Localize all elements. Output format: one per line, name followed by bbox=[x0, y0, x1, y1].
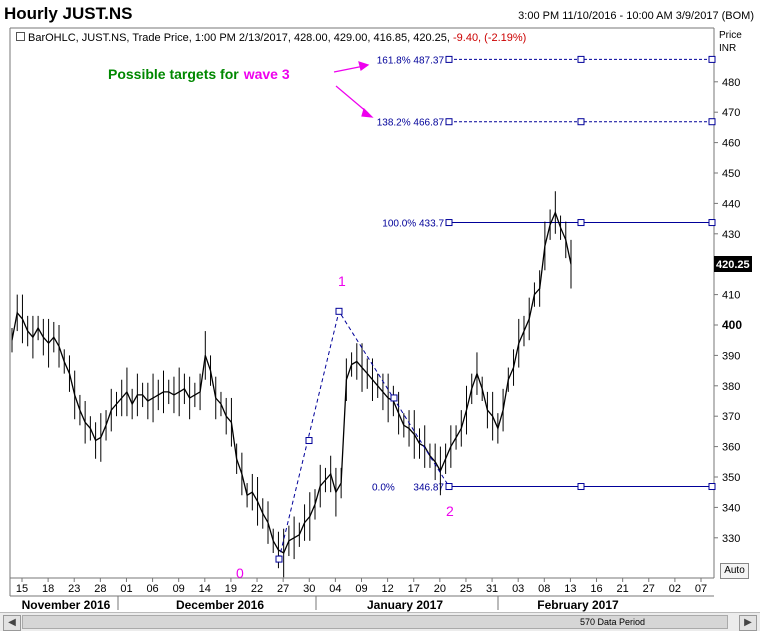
x-tick-label: 15 bbox=[16, 583, 28, 595]
fib-handle bbox=[445, 219, 453, 227]
fib-handle bbox=[577, 219, 585, 227]
targets-text-green: Possible targets for bbox=[108, 66, 239, 82]
fib-level-label: 100.0% 433.7 bbox=[382, 219, 444, 230]
x-tick-label: 06 bbox=[146, 583, 158, 595]
fib-level-price: 346.87 bbox=[413, 483, 444, 494]
fib-handle bbox=[445, 118, 453, 126]
data-period-label: 570 Data Period bbox=[580, 617, 646, 627]
x-tick-label: 18 bbox=[42, 583, 54, 595]
horizontal-scrollbar[interactable]: ◀ 570 Data Period ▶ bbox=[0, 612, 760, 631]
scroll-thumb[interactable] bbox=[22, 615, 728, 629]
price-series bbox=[11, 191, 572, 578]
wave-handle bbox=[445, 483, 453, 491]
x-tick-label: 23 bbox=[68, 583, 80, 595]
chart-title: Hourly JUST.NS bbox=[4, 4, 133, 23]
wave-handle bbox=[390, 394, 398, 402]
info-prefix: BarOHLC, JUST.NS, Trade Price, 1:00 PM 2… bbox=[28, 32, 453, 44]
y-tick-label: 440 bbox=[722, 198, 740, 210]
price-chart[interactable]: BarOHLC, JUST.NS, Trade Price, 1:00 PM 2… bbox=[0, 0, 760, 612]
x-tick-label: 16 bbox=[590, 583, 602, 595]
y-tick-label: 370 bbox=[722, 411, 740, 423]
x-tick-label: 30 bbox=[303, 583, 315, 595]
y-tick-label: 360 bbox=[722, 442, 740, 454]
wave-label-2: 2 bbox=[446, 503, 454, 519]
x-tick-label: 09 bbox=[355, 583, 367, 595]
x-tick-label: 25 bbox=[460, 583, 472, 595]
x-tick-label: 03 bbox=[512, 583, 524, 595]
x-tick-label: 14 bbox=[199, 583, 211, 595]
price-axis-label: Price bbox=[719, 30, 742, 41]
current-price-marker bbox=[714, 256, 752, 272]
chart-options-icon[interactable] bbox=[16, 32, 25, 41]
wave-handle bbox=[335, 307, 343, 315]
x-tick-label: 09 bbox=[173, 583, 185, 595]
x-tick-label: 04 bbox=[329, 583, 341, 595]
fib-handle bbox=[577, 55, 585, 63]
month-label: December 2016 bbox=[176, 598, 264, 612]
y-tick-label: 470 bbox=[722, 107, 740, 119]
month-label: January 2017 bbox=[367, 598, 443, 612]
targets-annotation: Possible targets for wave 3 bbox=[108, 66, 290, 82]
fib-handle bbox=[708, 55, 716, 63]
y-tick-label: 380 bbox=[722, 381, 740, 393]
fib-level-label: 0.0% bbox=[372, 483, 395, 494]
x-tick-label: 27 bbox=[643, 583, 655, 595]
x-tick-label: 21 bbox=[617, 583, 629, 595]
fib-level-label: 138.2% 466.87 bbox=[377, 118, 445, 129]
month-labels: November 2016 December 2016 January 2017 Fe… bbox=[22, 596, 619, 612]
x-tick-label: 08 bbox=[538, 583, 550, 595]
fib-level-label: 161.8% 487.37 bbox=[377, 55, 445, 66]
info-change: -9.40, (-2.19%) bbox=[453, 32, 526, 44]
scroll-left-arrow-icon[interactable]: ◀ bbox=[3, 615, 21, 631]
x-tick-label: 27 bbox=[277, 583, 289, 595]
x-tick-label: 22 bbox=[251, 583, 263, 595]
x-tick-label: 01 bbox=[120, 583, 132, 595]
x-tick-label: 02 bbox=[669, 583, 681, 595]
wave-handle bbox=[275, 555, 283, 563]
fib-handle bbox=[577, 118, 585, 126]
fibonacci-levels[interactable]: 161.8% 487.37 138.2% 466.87 100.0% 433.7 0.… bbox=[372, 55, 716, 494]
y-tick-label: 350 bbox=[722, 472, 740, 484]
y-tick-label: 450 bbox=[722, 168, 740, 180]
y-tick-label: 330 bbox=[722, 533, 740, 545]
x-tick-label: 31 bbox=[486, 583, 498, 595]
x-tick-label: 13 bbox=[564, 583, 576, 595]
x-tick-label: 28 bbox=[94, 583, 106, 595]
price-line bbox=[11, 210, 572, 554]
current-price-label: 420.25 bbox=[716, 259, 750, 271]
fib-handle bbox=[708, 118, 716, 126]
scroll-right-arrow-icon[interactable]: ▶ bbox=[739, 615, 757, 631]
y-tick-label: 480 bbox=[722, 77, 740, 89]
fib-handle bbox=[708, 483, 716, 491]
x-axis-ticks: 15 18 23 28 01 06 09 14 19 22 27 30 04 09 12 17 20 25 31 03… bbox=[16, 578, 707, 595]
x-tick-label: 19 bbox=[225, 583, 237, 595]
fib-handle bbox=[445, 55, 453, 63]
x-tick-label: 17 bbox=[408, 583, 420, 595]
month-label: February 2017 bbox=[537, 598, 619, 612]
fib-handle bbox=[577, 483, 585, 491]
auto-scale-button[interactable]: Auto bbox=[720, 563, 749, 579]
y-tick-label: 390 bbox=[722, 350, 740, 362]
y-axis-ticks: 3303403503603703803904004104204304404504… bbox=[714, 77, 742, 545]
target-arrows bbox=[333, 61, 374, 118]
currency-label: INR bbox=[719, 43, 736, 54]
x-tick-label: 07 bbox=[695, 583, 707, 595]
wave-label-1: 1 bbox=[338, 273, 346, 289]
x-tick-label: 12 bbox=[381, 583, 393, 595]
wave-handle bbox=[305, 437, 313, 445]
x-tick-label: 20 bbox=[434, 583, 446, 595]
month-label: November 2016 bbox=[22, 598, 111, 612]
y-tick-label: 430 bbox=[722, 229, 740, 241]
y-tick-label: 460 bbox=[722, 138, 740, 150]
fib-handle bbox=[708, 219, 716, 227]
date-range: 3:00 PM 11/10/2016 - 10:00 AM 3/9/2017 (… bbox=[518, 10, 754, 22]
y-tick-label: 340 bbox=[722, 502, 740, 514]
y-tick-label: 410 bbox=[722, 290, 740, 302]
targets-text-magenta: wave 3 bbox=[243, 66, 290, 82]
info-line: BarOHLC, JUST.NS, Trade Price, 1:00 PM 2… bbox=[28, 32, 526, 44]
wave-trend-lines[interactable] bbox=[275, 307, 453, 563]
y-tick-label: 400 bbox=[722, 318, 742, 332]
wave-label-0: 0 bbox=[236, 565, 244, 581]
